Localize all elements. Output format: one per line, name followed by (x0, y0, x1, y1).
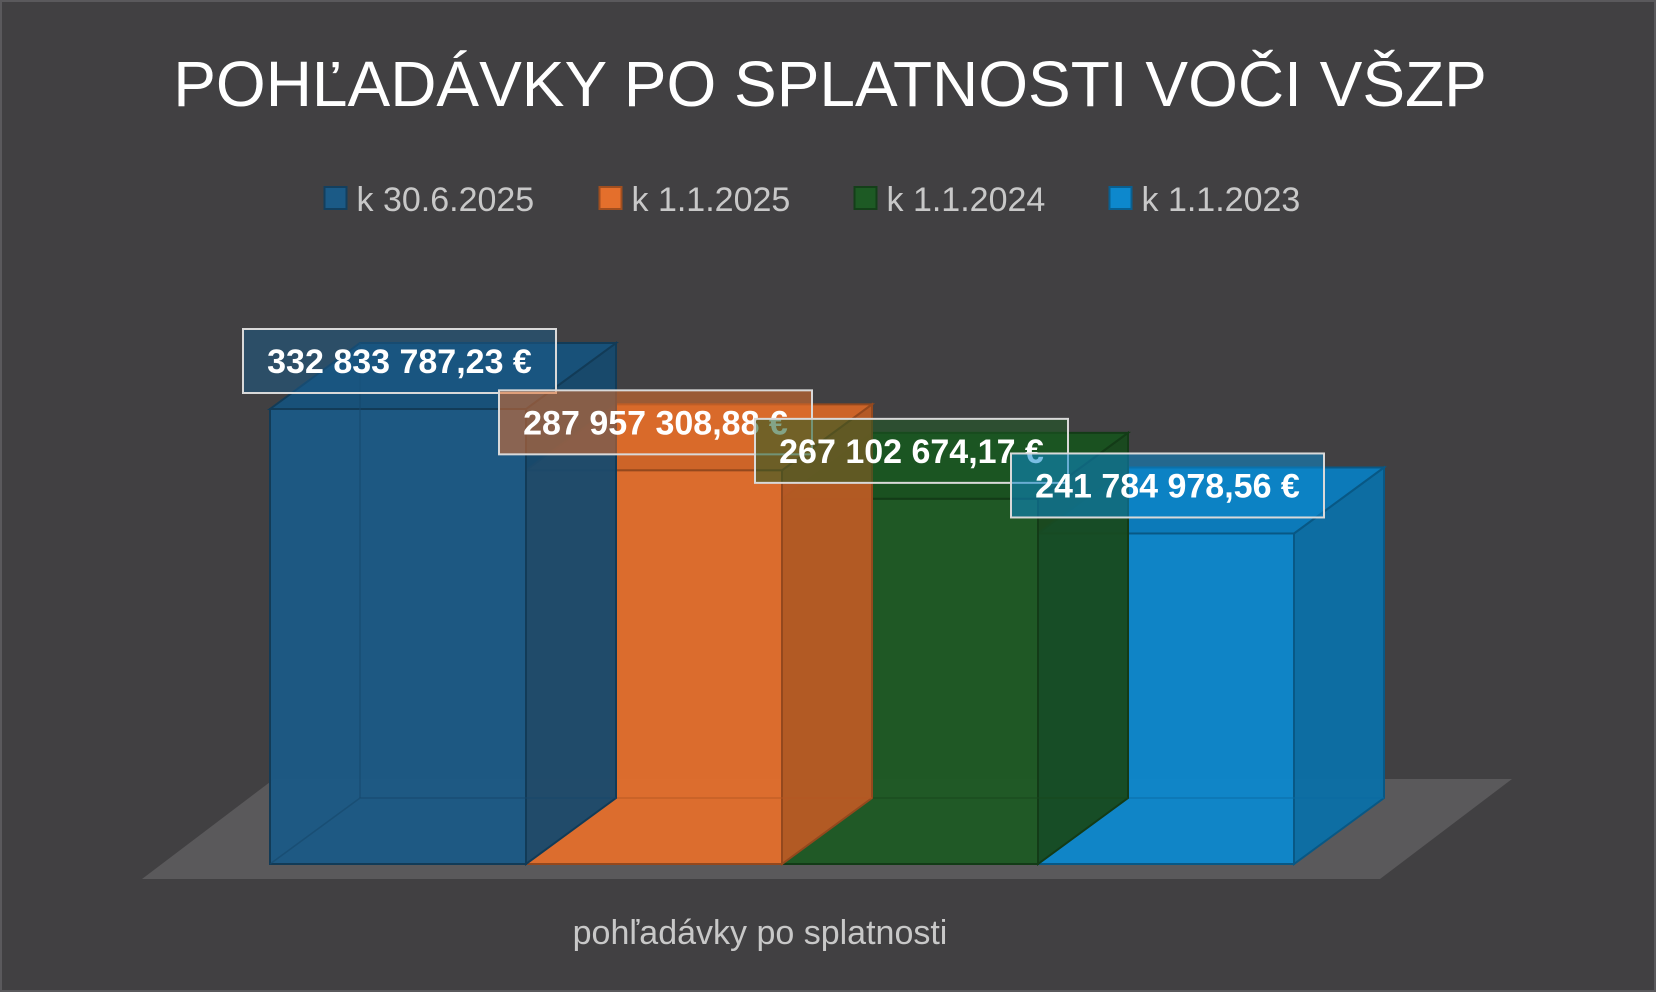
data-label-text-k-1-1-2025: 287 957 308,88 € (523, 404, 788, 442)
legend-item-k-1-1-2025: k 1.1.2025 (598, 181, 791, 219)
chart-legend: k 30.6.2025 k 1.1.2025 k 1.1.2024 k 1.1.202… (323, 181, 1301, 219)
legend-swatch-k-30-6-2025 (323, 186, 348, 210)
legend-item-k-1-1-2023: k 1.1.2023 (1108, 181, 1301, 219)
legend-item-k-1-1-2024: k 1.1.2024 (853, 181, 1046, 219)
data-label-text-k-1-1-2024: 267 102 674,17 € (779, 433, 1044, 471)
data-labels-group: 332 833 787,23 € 287 957 308,88 €267 102 … (242, 328, 1325, 519)
legend-swatch-k-1-1-2024 (853, 186, 878, 210)
data-label-k-1-1-2024: 267 102 674,17 € (754, 417, 1069, 484)
bar-front-k-30-6-2025 (269, 408, 527, 865)
x-axis-category-label: pohľadávky po splatnosti (573, 914, 948, 952)
chart-title: POHĽADÁVKY PO SPLATNOSTI VOČI VŠZP (173, 48, 1487, 120)
legend-item-k-30-6-2025: k 30.6.2025 (323, 181, 535, 219)
data-label-k-30-6-2025: 332 833 787,23 € (242, 328, 557, 394)
data-label-box-k-1-1-2023 (1010, 452, 1325, 519)
legend-label-k-1-1-2023: k 1.1.2023 (1142, 181, 1301, 219)
legend-swatch-k-1-1-2025 (598, 186, 623, 210)
data-label-box-k-30-6-2025 (242, 328, 557, 394)
legend-swatch-k-1-1-2023 (1108, 186, 1133, 210)
legend-label-k-30-6-2025: k 30.6.2025 (357, 181, 535, 219)
data-label-k-1-1-2023: 241 784 978,56 € (1010, 452, 1325, 519)
data-label-text-k-30-6-2025: 332 833 787,23 € (267, 343, 532, 381)
bar-side-k-1-1-2023 (1293, 465, 1385, 866)
legend-label-k-1-1-2024: k 1.1.2024 (887, 181, 1046, 219)
data-label-text-k-1-1-2023: 241 784 978,56 € (1035, 467, 1300, 505)
legend-label-k-1-1-2025: k 1.1.2025 (632, 181, 791, 219)
